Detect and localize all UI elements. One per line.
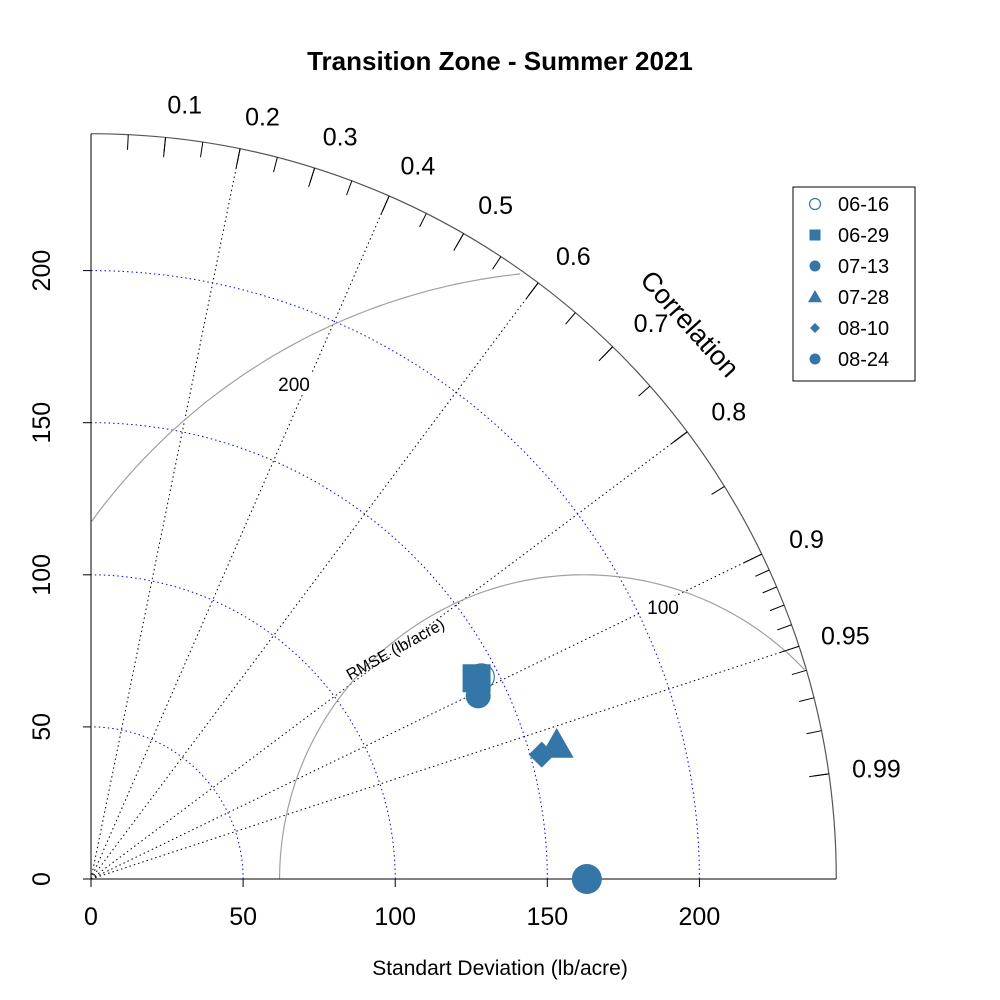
sd-grid-arc bbox=[90, 270, 700, 880]
data-point-08-10 bbox=[528, 741, 555, 768]
correlation-tick bbox=[235, 148, 241, 169]
data-point-07-13 bbox=[465, 683, 491, 709]
legend-label: 08-24 bbox=[838, 349, 889, 371]
data-points bbox=[462, 663, 602, 894]
correlation-tick-label: 0.9 bbox=[789, 526, 824, 554]
correlation-minor-tick bbox=[273, 157, 278, 173]
legend: 06-16 06-29 07-13 07-28 08-10 08-24 bbox=[792, 186, 916, 382]
correlation-tick bbox=[780, 645, 800, 653]
legend-label: 07-13 bbox=[838, 256, 889, 278]
x-tick-label: 100 bbox=[374, 903, 416, 931]
correlation-grid-line bbox=[90, 282, 539, 880]
correlation-minor-tick bbox=[799, 697, 815, 702]
correlation-tick-label: 0.1 bbox=[167, 92, 202, 120]
legend-label: 06-16 bbox=[838, 194, 889, 216]
correlation-minor-tick bbox=[419, 213, 427, 228]
correlation-tick bbox=[743, 553, 762, 564]
correlation-tick bbox=[380, 195, 390, 215]
correlation-minor-tick bbox=[638, 385, 651, 397]
correlation-tick-label: 0.2 bbox=[245, 103, 280, 131]
x-tick-label: 50 bbox=[229, 903, 257, 931]
rmse-label-100: 100 bbox=[647, 598, 679, 619]
sd-grid-arc bbox=[90, 574, 396, 880]
correlation-tick bbox=[671, 431, 688, 445]
rmse-contour bbox=[91, 273, 521, 522]
correlation-tick bbox=[163, 137, 167, 158]
axis-layer: 100 200 RMSE (lb/acre) 0 0 50 50 100 100 150 150 20… bbox=[28, 92, 901, 931]
sd-grid-arc bbox=[90, 726, 244, 880]
correlation-minor-tick bbox=[791, 669, 807, 676]
y-tick-label: 200 bbox=[28, 250, 56, 292]
correlation-grid-line bbox=[90, 431, 688, 880]
correlation-minor-tick bbox=[492, 256, 502, 270]
correlation-grid-line bbox=[90, 195, 390, 880]
legend-marker-08-24 bbox=[809, 353, 821, 365]
correlation-tick bbox=[809, 773, 829, 778]
rmse-label-100-bg bbox=[641, 596, 685, 618]
correlation-minor-tick bbox=[769, 604, 785, 612]
data-point-08-24 bbox=[571, 864, 602, 894]
correlation-tick bbox=[525, 282, 539, 299]
correlation-grid-line bbox=[90, 645, 800, 880]
rmse-axis-label: RMSE (lb/acre) bbox=[344, 616, 448, 684]
correlation-tick-label: 0.6 bbox=[556, 243, 591, 271]
rmse-label-200-bg bbox=[272, 372, 316, 394]
correlation-tick-label: 0.95 bbox=[821, 622, 870, 650]
correlation-minor-tick bbox=[200, 142, 204, 158]
correlation-tick bbox=[453, 233, 465, 251]
correlation-arc bbox=[90, 133, 837, 880]
correlation-minor-tick bbox=[806, 730, 822, 735]
correlation-tick bbox=[308, 167, 316, 188]
correlation-minor-tick bbox=[755, 569, 770, 577]
correlation-minor-tick bbox=[565, 312, 576, 325]
correlation-tick-label: 0.5 bbox=[478, 192, 513, 220]
rmse-label-200: 200 bbox=[278, 375, 310, 396]
x-tick-label: 150 bbox=[526, 903, 568, 931]
correlation-tick-label: 0.99 bbox=[852, 755, 901, 783]
y-tick-label: 50 bbox=[28, 713, 56, 741]
legend-label: 06-29 bbox=[838, 225, 889, 247]
legend-marker-07-13 bbox=[809, 260, 821, 272]
x-axis-label: Standart Deviation (lb/acre) bbox=[372, 957, 628, 980]
correlation-minor-tick bbox=[777, 624, 792, 631]
legend-marker-06-16 bbox=[808, 197, 822, 211]
correlation-minor-tick bbox=[762, 586, 777, 594]
y-tick-label: 100 bbox=[28, 554, 56, 596]
correlation-grid-line bbox=[90, 148, 241, 880]
y-tick-label: 150 bbox=[28, 402, 56, 444]
legend-marker-08-10 bbox=[810, 323, 820, 333]
rmse-contour bbox=[279, 574, 805, 879]
x-tick-label: 0 bbox=[84, 903, 98, 931]
grid-layer bbox=[90, 148, 805, 880]
x-tick-label: 200 bbox=[679, 903, 721, 931]
correlation-minor-tick bbox=[711, 485, 725, 495]
legend-marker-06-29 bbox=[809, 229, 821, 241]
sd-grid-arc bbox=[90, 422, 548, 880]
correlation-tick-label: 0.3 bbox=[323, 124, 358, 152]
correlation-minor-tick bbox=[346, 180, 353, 196]
legend-box bbox=[792, 186, 916, 382]
correlation-minor-tick bbox=[127, 134, 129, 150]
correlation-tick-label: 0.4 bbox=[401, 153, 436, 181]
correlation-tick-label: 0.8 bbox=[711, 399, 746, 427]
correlation-tick-label: 0.7 bbox=[634, 310, 669, 338]
legend-marker-07-28 bbox=[808, 290, 822, 303]
correlation-tick bbox=[598, 346, 614, 362]
legend-label: 08-10 bbox=[838, 318, 889, 340]
y-tick-label: 0 bbox=[28, 872, 56, 886]
legend-label: 07-28 bbox=[838, 287, 889, 309]
chart-title: Transition Zone - Summer 2021 bbox=[307, 46, 693, 76]
